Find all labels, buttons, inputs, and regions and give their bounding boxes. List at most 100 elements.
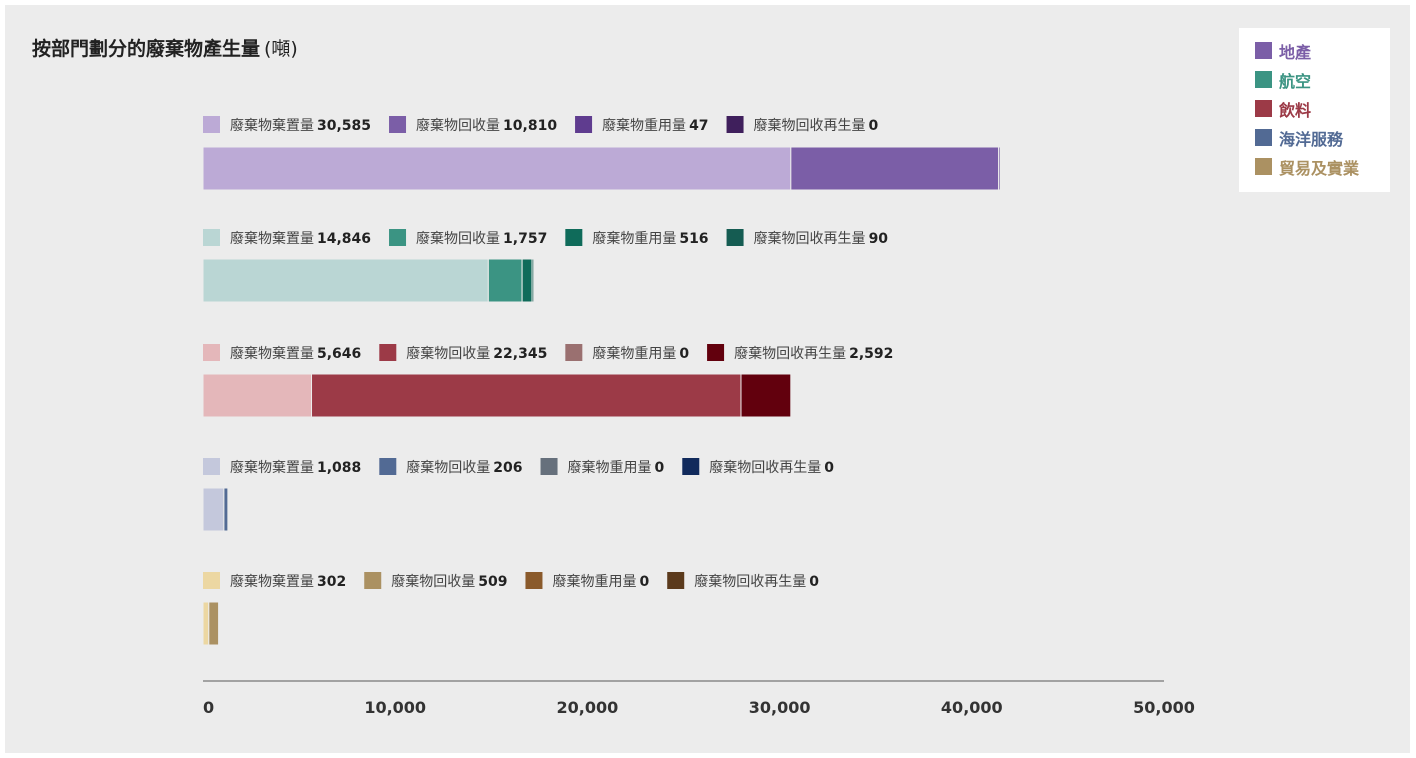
series-swatch	[203, 458, 220, 475]
series-swatch	[364, 572, 382, 589]
series-value: 302	[317, 574, 346, 590]
series-label: 廢棄物回收再生量	[709, 459, 821, 476]
series-label: 廢棄物重用量	[602, 117, 686, 134]
series-value: 22,345	[493, 346, 547, 362]
series-swatch	[389, 116, 407, 133]
legend-swatch	[1255, 158, 1272, 175]
bar-segment[interactable]	[487, 258, 523, 303]
bar-segment[interactable]	[202, 146, 792, 191]
series-swatch	[379, 344, 397, 361]
legend-item[interactable]: 航空	[1255, 70, 1390, 91]
bar-segment[interactable]	[223, 487, 229, 532]
series-label: 廢棄物回收量	[406, 459, 490, 476]
x-tick-label: 10,000	[364, 698, 426, 717]
series-value: 2,592	[849, 346, 893, 362]
series-label: 廢棄物重用量	[568, 459, 652, 476]
series-label: 廢棄物回收再生量	[754, 230, 866, 247]
series-value: 30,585	[317, 118, 371, 134]
bar-segment[interactable]	[521, 258, 533, 303]
series-label: 廢棄物回收再生量	[754, 117, 866, 134]
series-value: 516	[679, 231, 708, 247]
bar-segment[interactable]	[202, 601, 210, 646]
series-label: 廢棄物棄置量	[230, 459, 314, 476]
legend-label: 海洋服務	[1279, 129, 1344, 149]
series-value: 0	[639, 574, 649, 590]
series-label: 廢棄物重用量	[552, 573, 636, 590]
series-swatch	[203, 572, 220, 589]
chart-title-unit: (噸)	[264, 38, 298, 60]
series-swatch	[667, 572, 685, 589]
legend-swatch	[1255, 42, 1272, 59]
bar-segment[interactable]	[531, 258, 535, 303]
series-value: 1,088	[317, 460, 361, 476]
series-label: 廢棄物回收量	[416, 117, 500, 134]
series-label: 廢棄物棄置量	[230, 117, 314, 134]
series-swatch	[565, 229, 583, 246]
bar-segment[interactable]	[202, 487, 225, 532]
series-swatch	[203, 116, 220, 133]
legend-swatch	[1255, 100, 1272, 117]
series-label: 廢棄物回收再生量	[734, 345, 846, 362]
legend-item[interactable]: 海洋服務	[1255, 128, 1390, 149]
series-swatch	[682, 458, 700, 475]
series-swatch	[540, 458, 558, 475]
legend-swatch	[1255, 71, 1272, 88]
series-swatch	[379, 458, 397, 475]
chart-title: 按部門劃分的廢棄物產生量 (噸)	[32, 34, 298, 61]
series-label: 廢棄物棄置量	[230, 230, 314, 247]
chart-title-text: 按部門劃分的廢棄物產生量	[32, 38, 261, 60]
bar-segment[interactable]	[311, 373, 742, 418]
legend-label: 航空	[1279, 71, 1312, 91]
series-swatch	[726, 229, 744, 246]
series-value: 0	[679, 346, 689, 362]
series-value: 0	[655, 460, 665, 476]
series-label: 廢棄物回收量	[406, 345, 490, 362]
series-label: 廢棄物棄置量	[230, 573, 314, 590]
series-value: 206	[493, 460, 522, 476]
bar-segment[interactable]	[998, 146, 1001, 191]
legend-item[interactable]: 飲料	[1255, 99, 1390, 120]
legend-swatch	[1255, 129, 1272, 146]
series-value: 0	[809, 574, 819, 590]
x-tick-label: 40,000	[941, 698, 1003, 717]
sector-legend: 地產 航空 飲料 海洋服務 貿易及實業	[1239, 28, 1390, 192]
legend-item[interactable]: 地產	[1255, 41, 1390, 62]
series-label: 廢棄物回收量	[391, 573, 475, 590]
series-value: 47	[689, 118, 708, 134]
legend-item[interactable]: 貿易及實業	[1255, 157, 1390, 178]
series-label: 廢棄物回收量	[416, 230, 500, 247]
series-swatch	[707, 344, 725, 361]
series-label: 廢棄物重用量	[592, 230, 676, 247]
series-swatch	[575, 116, 593, 133]
bar-segment[interactable]	[208, 601, 220, 646]
bar-segment[interactable]	[202, 373, 313, 418]
bar-segment[interactable]	[740, 373, 792, 418]
series-swatch	[389, 229, 407, 246]
legend-label: 飲料	[1279, 100, 1312, 120]
series-swatch	[203, 229, 220, 246]
x-tick-label: 50,000	[1133, 698, 1195, 717]
series-value: 0	[869, 118, 879, 134]
legend-label: 地產	[1279, 42, 1312, 62]
bar-segment[interactable]	[790, 146, 1000, 191]
series-label: 廢棄物棄置量	[230, 345, 314, 362]
legend-label: 貿易及實業	[1279, 158, 1360, 178]
x-tick-label: 20,000	[557, 698, 619, 717]
series-swatch	[203, 344, 220, 361]
series-value: 509	[478, 574, 507, 590]
series-label: 廢棄物重用量	[592, 345, 676, 362]
series-value: 1,757	[503, 231, 547, 247]
x-tick-label: 0	[203, 698, 214, 717]
series-swatch	[565, 344, 583, 361]
series-value: 5,646	[317, 346, 361, 362]
bar-segment[interactable]	[202, 258, 489, 303]
series-swatch	[726, 116, 744, 133]
series-label: 廢棄物回收再生量	[694, 573, 806, 590]
series-value: 14,846	[317, 231, 371, 247]
x-tick-label: 30,000	[749, 698, 811, 717]
series-value: 10,810	[503, 118, 557, 134]
series-value: 90	[869, 231, 889, 247]
series-swatch	[525, 572, 543, 589]
series-value: 0	[824, 460, 834, 476]
